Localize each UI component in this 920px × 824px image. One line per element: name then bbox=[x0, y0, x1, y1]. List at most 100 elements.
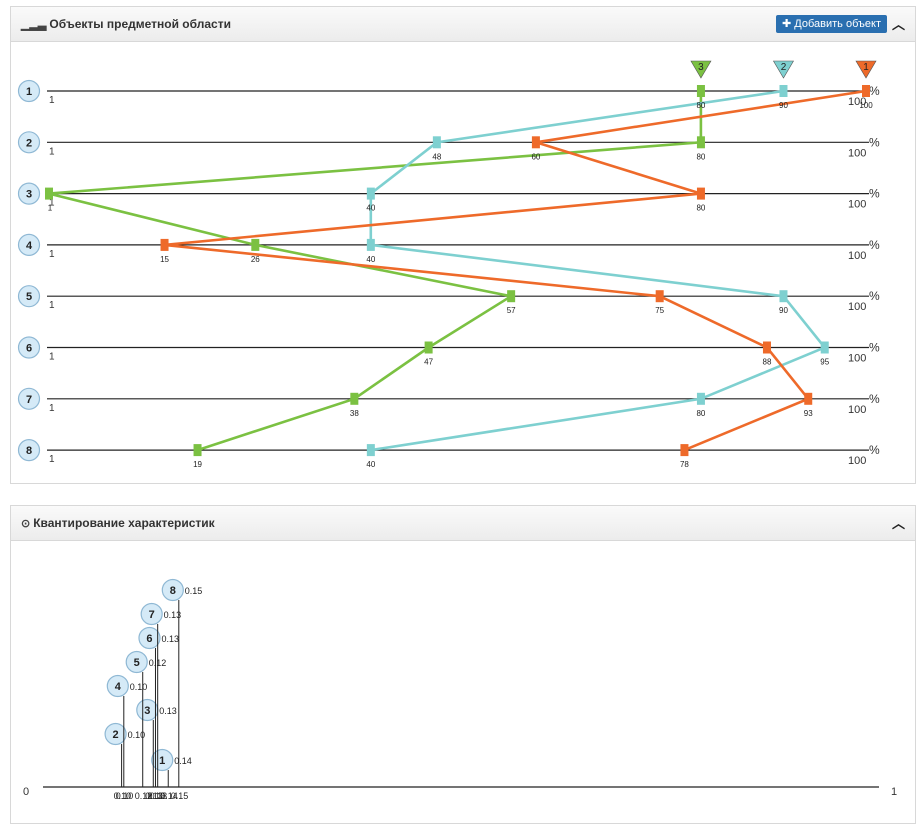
axis-max-label: 100 bbox=[848, 96, 866, 108]
series-point bbox=[531, 136, 540, 149]
objects-panel-header: ▁▂▃ Объекты предметной области ✚ Добавить… bbox=[11, 7, 915, 42]
axis-min-label: 1 bbox=[49, 300, 55, 311]
series-point bbox=[424, 341, 433, 354]
quant-badge bbox=[140, 602, 163, 626]
chevron-up-icon[interactable]: ︿ bbox=[891, 17, 905, 32]
point-value-label: 93 bbox=[804, 409, 813, 418]
quant-value-label: 0.13 bbox=[161, 634, 179, 644]
series-point bbox=[160, 238, 169, 251]
target-icon: ⊙ bbox=[21, 518, 31, 530]
series-point bbox=[366, 238, 375, 251]
quant-value-label: 0.10 bbox=[128, 730, 146, 740]
axis-min-label: 1 bbox=[49, 352, 55, 363]
series-flag-label: 1 bbox=[863, 62, 869, 73]
series-point bbox=[762, 341, 771, 354]
point-value-label: 80 bbox=[696, 409, 705, 418]
axis-min-label: 1 bbox=[49, 249, 55, 260]
series-line bbox=[48, 91, 703, 452]
quant-id-label: 1 bbox=[159, 755, 165, 767]
quant-badge bbox=[161, 578, 184, 602]
unit-label: % bbox=[869, 341, 880, 355]
objects-panel-title: ▁▂▃ Объекты предметной области bbox=[21, 17, 231, 31]
quant-tick-label: 0.12 bbox=[135, 791, 153, 801]
series-point bbox=[696, 85, 705, 97]
point-value-label: 26 bbox=[251, 255, 260, 264]
point-value-label: 48 bbox=[432, 152, 441, 161]
row-badge bbox=[17, 387, 41, 410]
quant-id-label: 6 bbox=[146, 633, 152, 645]
quant-value-label: 0.13 bbox=[159, 706, 177, 716]
point-value-label: 90 bbox=[779, 101, 788, 110]
axis-min-label: 1 bbox=[49, 198, 55, 209]
row-badge bbox=[17, 233, 41, 256]
quant-id-label: 2 bbox=[113, 729, 119, 741]
point-value-label: 19 bbox=[193, 460, 202, 469]
axis-max-label: 100 bbox=[848, 250, 866, 262]
point-value-label: 75 bbox=[655, 306, 664, 315]
point-value-label: 90 bbox=[779, 306, 788, 315]
row-label: 1 bbox=[26, 86, 32, 98]
axis-max-label: 100 bbox=[848, 353, 866, 365]
quant-tick-label: 0.13 bbox=[147, 791, 165, 801]
point-value-label: 47 bbox=[424, 358, 433, 367]
quantization-chart: 0 1 1 0.14 2 0.10 3 0.13 4 0.10 5 0.12 6 0.13 7 0.13 8 0.… bbox=[23, 578, 897, 801]
axis-max-label: 100 bbox=[848, 147, 866, 159]
series-point bbox=[432, 136, 441, 149]
quant-tick-label: 0.10 bbox=[116, 791, 134, 801]
series-point bbox=[45, 187, 53, 200]
axis-min-label: 1 bbox=[49, 146, 55, 157]
quantization-panel-title-text: Квантирование характеристик bbox=[33, 516, 215, 530]
quant-value-label: 0.10 bbox=[130, 682, 148, 692]
series-line bbox=[164, 89, 867, 452]
point-value-label: 80 bbox=[696, 152, 705, 161]
point-value-label: 60 bbox=[531, 152, 540, 161]
axis-max-label: 100 bbox=[848, 404, 866, 416]
series-flag-icon bbox=[772, 60, 794, 79]
series-point bbox=[820, 341, 829, 354]
series-point bbox=[779, 290, 788, 303]
point-value-label: 15 bbox=[160, 255, 169, 264]
row-label: 4 bbox=[26, 240, 33, 252]
row-badge bbox=[17, 336, 41, 359]
series-point bbox=[193, 444, 202, 457]
point-value-label: 88 bbox=[763, 358, 772, 367]
row-badge bbox=[17, 182, 41, 205]
add-object-button[interactable]: ✚ Добавить объект bbox=[776, 15, 887, 33]
unit-label: % bbox=[869, 289, 880, 303]
point-value-label: 78 bbox=[680, 460, 689, 469]
series-point bbox=[350, 392, 359, 405]
quant-axis-max-label: 1 bbox=[891, 786, 897, 798]
quant-value-label: 0.13 bbox=[164, 610, 182, 620]
point-value-label: 38 bbox=[350, 409, 359, 418]
chevron-up-icon[interactable]: ︿ bbox=[891, 516, 905, 531]
row-badge bbox=[17, 439, 41, 462]
row-label: 8 bbox=[26, 445, 32, 457]
series-flag-label: 3 bbox=[698, 62, 704, 73]
quant-value-label: 0.15 bbox=[185, 586, 203, 596]
unit-label: % bbox=[869, 443, 880, 457]
quant-value-label: 0.14 bbox=[174, 756, 192, 766]
quant-badge bbox=[151, 748, 174, 772]
row-label: 6 bbox=[26, 343, 32, 355]
axis-min-label: 1 bbox=[49, 95, 55, 106]
quant-badge bbox=[138, 626, 161, 650]
point-value-label: 40 bbox=[366, 255, 375, 264]
series-point bbox=[696, 187, 705, 200]
unit-label: % bbox=[869, 238, 880, 252]
quant-id-label: 4 bbox=[115, 681, 122, 693]
quant-tick-label: 0.13 bbox=[145, 791, 163, 801]
axis-max-label: 100 bbox=[848, 199, 866, 211]
quant-badge bbox=[125, 650, 148, 674]
quant-tick-label: 0.10 bbox=[114, 791, 132, 801]
row-label: 3 bbox=[26, 189, 32, 201]
unit-label: % bbox=[869, 187, 880, 201]
quant-tick-label: 0.13 bbox=[150, 791, 168, 801]
series-point bbox=[507, 290, 516, 303]
quant-tick-label: 0.15 bbox=[171, 791, 189, 801]
quant-badge bbox=[106, 674, 129, 698]
add-object-label: Добавить объект bbox=[794, 18, 881, 30]
axis-max-label: 100 bbox=[848, 301, 866, 313]
point-value-label: 40 bbox=[366, 460, 375, 469]
bar-signal-icon: ▁▂▃ bbox=[21, 19, 47, 31]
series-point bbox=[680, 444, 689, 457]
